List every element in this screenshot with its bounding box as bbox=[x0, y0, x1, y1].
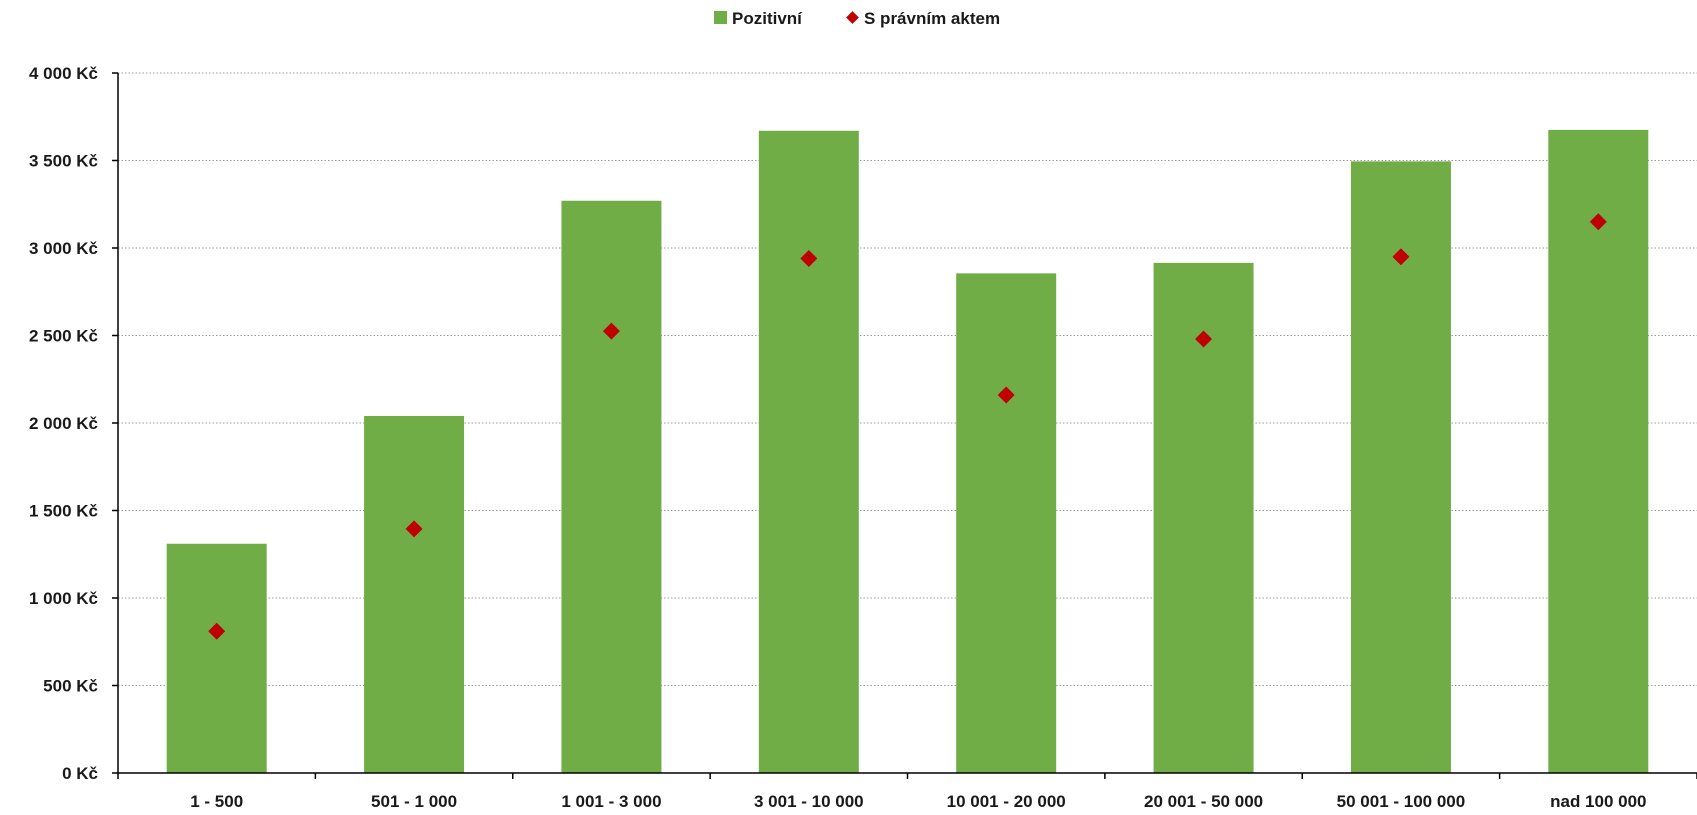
bar-pozitivni bbox=[956, 273, 1057, 773]
bar-pozitivni bbox=[1153, 262, 1254, 773]
marker-s-pravnim-aktem bbox=[1195, 330, 1213, 348]
legend-label-pozitivni: Pozitivní bbox=[732, 9, 803, 28]
bar-pozitivni bbox=[561, 200, 662, 773]
y-tick-label: 2 500 Kč bbox=[29, 327, 98, 346]
x-tick-label: 20 001 - 50 000 bbox=[1144, 792, 1263, 811]
y-axis: 0 Kč 500 Kč 1 000 Kč 1 500 Kč 2 000 Kč 2 500 … bbox=[29, 64, 119, 783]
y-tick-label: 1 500 Kč bbox=[29, 502, 98, 521]
y-tick-label: 3 500 Kč bbox=[29, 152, 98, 171]
y-tick-label: 4 000 Kč bbox=[29, 64, 98, 83]
x-tick-label: nad 100 000 bbox=[1550, 792, 1646, 811]
marker-s-pravnim-aktem bbox=[405, 520, 423, 538]
marker-s-pravnim-aktem bbox=[800, 250, 818, 267]
bar-pozitivni bbox=[364, 416, 465, 773]
y-tick-label: 1 000 Kč bbox=[29, 589, 98, 608]
bar-pozitivni bbox=[166, 543, 267, 773]
y-tick-label: 3 000 Kč bbox=[29, 239, 98, 258]
bar-pozitivni bbox=[1548, 129, 1649, 773]
x-tick-label: 10 001 - 20 000 bbox=[947, 792, 1066, 811]
legend-label-s-pravnim-aktem: S právním aktem bbox=[864, 9, 1000, 28]
x-tick-label: 501 - 1 000 bbox=[371, 792, 457, 811]
markers bbox=[208, 213, 1607, 640]
x-axis: 1 - 500 501 - 1 000 1 001 - 3 000 3 001 - 1… bbox=[117, 772, 1697, 811]
y-tick-label: 500 Kč bbox=[43, 677, 98, 696]
bars bbox=[166, 129, 1649, 773]
marker-s-pravnim-aktem bbox=[1392, 248, 1410, 266]
legend: Pozitivní S právním aktem bbox=[714, 9, 1000, 28]
marker-s-pravnim-aktem bbox=[997, 386, 1015, 404]
marker-s-pravnim-aktem bbox=[208, 622, 226, 640]
y-tick-label: 2 000 Kč bbox=[29, 414, 98, 433]
x-tick-label: 3 001 - 10 000 bbox=[754, 792, 864, 811]
x-tick-label: 1 001 - 3 000 bbox=[561, 792, 661, 811]
legend-marker-s-pravnim-aktem bbox=[846, 11, 859, 24]
marker-s-pravnim-aktem bbox=[1589, 213, 1607, 231]
gridlines bbox=[118, 72, 1697, 686]
bar-pozitivni bbox=[758, 130, 859, 773]
y-tick-label: 0 Kč bbox=[62, 764, 98, 783]
x-tick-label: 1 - 500 bbox=[190, 792, 243, 811]
marker-s-pravnim-aktem bbox=[602, 322, 620, 340]
x-tick-label: 50 001 - 100 000 bbox=[1337, 792, 1466, 811]
legend-swatch-pozitivni bbox=[714, 11, 727, 24]
